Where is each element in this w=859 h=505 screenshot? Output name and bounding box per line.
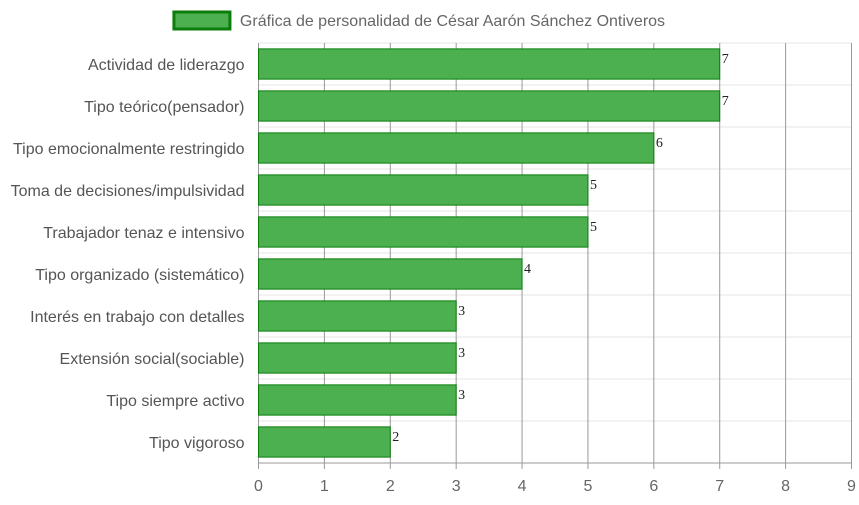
x-tick-label: 2	[386, 478, 395, 495]
category-label: Tipo emocionalmente restringido	[13, 141, 245, 158]
legend-swatch[interactable]	[172, 10, 232, 31]
category-label: Actividad de liderazgo	[88, 57, 245, 74]
bar[interactable]	[258, 342, 457, 374]
data-label: 5	[590, 178, 597, 193]
category-label: Toma de decisiones/impulsividad	[11, 183, 245, 200]
data-label: 3	[458, 304, 465, 319]
category-label: Extensión social(sociable)	[60, 351, 245, 368]
x-tick-label: 6	[649, 478, 658, 495]
legend[interactable]: Gráfica de personalidad de César Aarón S…	[172, 10, 665, 31]
bar[interactable]	[258, 258, 523, 290]
category-label: Tipo organizado (sistemático)	[35, 267, 244, 284]
category-label: Interés en trabajo con detalles	[30, 309, 244, 326]
category-label: Tipo siempre activo	[106, 393, 244, 410]
data-label: 6	[656, 136, 663, 151]
bar[interactable]	[258, 216, 589, 248]
axes: 0 1 2 3 4 5 6 7 8 9	[254, 462, 856, 495]
x-tick-label: 8	[781, 478, 790, 495]
data-label: 3	[458, 388, 465, 403]
bars	[258, 48, 721, 458]
x-tick-label: 9	[847, 478, 856, 495]
bar[interactable]	[258, 90, 721, 122]
bar[interactable]	[258, 132, 655, 164]
category-label: Tipo teórico(pensador)	[84, 99, 244, 116]
x-tick-label: 4	[518, 478, 527, 495]
data-label: 2	[392, 430, 399, 445]
x-tick-label: 0	[254, 478, 263, 495]
data-label: 5	[590, 220, 597, 235]
bar[interactable]	[258, 426, 391, 458]
bar[interactable]	[258, 48, 721, 80]
x-tick-label: 1	[320, 478, 329, 495]
data-label: 7	[722, 52, 729, 67]
data-label: 4	[524, 262, 531, 277]
bar[interactable]	[258, 300, 457, 332]
bar[interactable]	[258, 384, 457, 416]
data-label: 7	[722, 94, 729, 109]
category-label: Trabajador tenaz e intensivo	[43, 225, 244, 242]
data-label: 3	[458, 346, 465, 361]
legend-label[interactable]: Gráfica de personalidad de César Aarón S…	[240, 13, 665, 30]
labels: 7 Actividad de liderazgo 7 Tipo teórico(pen…	[11, 52, 729, 452]
category-label: Tipo vigoroso	[149, 435, 245, 452]
bar[interactable]	[258, 174, 589, 206]
x-tick-label: 7	[715, 478, 724, 495]
x-tick-label: 5	[583, 478, 592, 495]
x-tick-label: 3	[452, 478, 461, 495]
